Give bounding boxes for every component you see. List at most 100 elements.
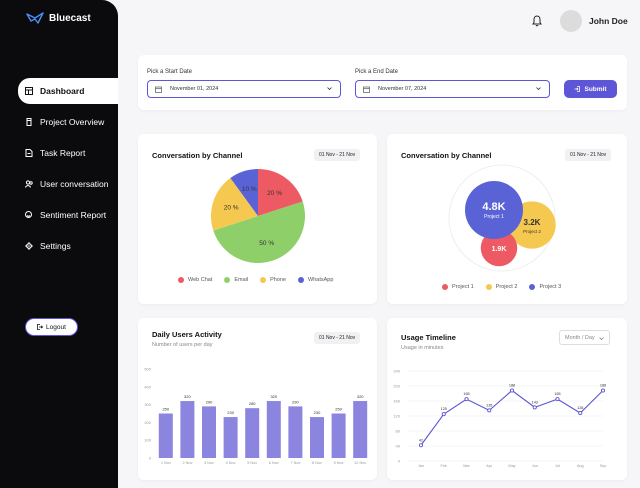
submit-button[interactable]: Submit	[564, 80, 617, 98]
bar[interactable]	[158, 413, 173, 459]
line-point[interactable]	[509, 388, 515, 393]
bar-value-label: 290	[292, 399, 299, 404]
pie-chart-card: Conversation by Channel 01 Nov - 21 Nov …	[138, 134, 377, 304]
bar[interactable]	[331, 413, 346, 459]
bar-value-label: 250	[162, 407, 169, 412]
line-point[interactable]	[555, 397, 560, 402]
line-point[interactable]	[600, 388, 606, 393]
bar-chart-card: Daily Users Activity Number of users per…	[138, 318, 377, 480]
x-tick-label: 10 Nov	[354, 461, 366, 465]
y-tick-label: 160	[393, 399, 400, 404]
sentiment-icon	[25, 211, 32, 218]
logout-icon	[37, 324, 44, 330]
brand-logo[interactable]: Bluecast	[26, 12, 91, 24]
bar-chart: 0 100 200 300 400 500 250 1 Nov 320 2 Nov 290 3 Nov…	[144, 367, 368, 465]
bar[interactable]	[353, 401, 368, 458]
bar[interactable]	[288, 406, 303, 458]
y-tick-label: 500	[144, 367, 151, 372]
end-date-label: Pick a End Date	[355, 69, 399, 75]
sidebar-item-label: Sentiment Report	[40, 210, 107, 220]
end-date-value: November 07, 2024	[378, 86, 427, 92]
point-value-label: 135	[486, 403, 492, 407]
x-tick-label: Apr	[486, 464, 493, 468]
bubble[interactable]	[480, 229, 518, 267]
pie-slice[interactable]	[213, 201, 305, 263]
sidebar-item-dashboard[interactable]: Dashboard	[18, 78, 118, 104]
line-point[interactable]	[487, 408, 492, 413]
logout-label: Logout	[46, 323, 66, 331]
login-arrow-icon	[574, 86, 581, 92]
line-point[interactable]	[464, 397, 469, 402]
y-tick-label: 0	[149, 456, 152, 461]
bar[interactable]	[180, 401, 195, 458]
bar-value-label: 280	[249, 401, 256, 406]
sidebar-item-sentiment-report[interactable]: Sentiment Report	[18, 202, 118, 228]
pie-slice-label: 10 %	[242, 186, 257, 193]
bar-value-label: 230	[314, 410, 321, 415]
date-range-badge[interactable]: 01 Nov - 21 Nov	[314, 149, 361, 161]
end-date-picker[interactable]: November 07, 2024	[355, 80, 550, 98]
line-point[interactable]	[418, 443, 424, 448]
date-range-badge[interactable]: 01 Nov - 21 Nov	[314, 332, 361, 344]
bar[interactable]	[310, 417, 324, 458]
line-point[interactable]	[578, 410, 583, 416]
pie-slice[interactable]	[211, 177, 258, 231]
x-tick-label: 1 Nov	[161, 461, 171, 465]
sidebar-item-project-overview[interactable]: Project Overview	[18, 109, 118, 135]
start-date-picker[interactable]: November 01, 2024	[147, 80, 341, 98]
sidebar-item-task-report[interactable]: Task Report	[18, 140, 118, 166]
pie-slice[interactable]	[230, 169, 258, 216]
legend-item: WhatsApp	[298, 277, 333, 283]
bubble[interactable]	[465, 181, 523, 239]
point-value-label: 165	[463, 392, 469, 396]
date-filter-card: Pick a Start Date November 01, 2024 Pick…	[138, 55, 627, 110]
x-tick-label: Mar	[463, 464, 470, 468]
pie-chart: 20 % 50 % 20 % 10 %	[211, 169, 305, 263]
x-tick-label: Feb	[440, 464, 447, 468]
x-tick-label: 8 Nov	[312, 461, 322, 465]
legend-label: Phone	[270, 277, 287, 283]
x-tick-label: Jun	[532, 464, 538, 468]
bar-value-label: 290	[206, 399, 213, 404]
y-tick-label: 300	[144, 402, 151, 407]
gear-icon	[25, 242, 33, 250]
bell-icon[interactable]	[531, 15, 543, 27]
start-date-value: November 01, 2024	[170, 86, 219, 92]
x-tick-label: Jan	[418, 464, 424, 468]
y-tick-label: 400	[144, 384, 151, 389]
legend-label: WhatsApp	[308, 277, 334, 283]
card-title: Conversation by Channel	[401, 151, 492, 160]
bar[interactable]	[223, 417, 238, 458]
period-select[interactable]: Month / Day	[559, 330, 610, 345]
period-select-value: Month / Day	[565, 334, 595, 341]
x-tick-label: May	[508, 464, 515, 468]
sidebar-item-user-conversation[interactable]: User conversation	[18, 171, 118, 197]
line-point[interactable]	[532, 405, 537, 410]
pie-slice[interactable]	[258, 169, 303, 216]
bird-logo-icon	[26, 12, 44, 24]
bubble-value: 4.8K	[482, 201, 505, 213]
date-range-badge[interactable]: 01 Nov - 21 Nov	[565, 149, 612, 161]
x-tick-label: 2 Nov	[182, 461, 192, 465]
avatar[interactable]	[560, 10, 582, 32]
chevron-down-icon	[599, 337, 604, 341]
y-tick-label: 80	[396, 429, 401, 434]
bar[interactable]	[245, 408, 260, 458]
logout-button[interactable]: Logout	[25, 318, 78, 336]
card-title: Usage Timeline	[401, 333, 456, 342]
legend-item: Web Chat	[178, 277, 212, 283]
sidebar-item-settings[interactable]: Settings	[18, 233, 118, 259]
point-value-label: 42	[419, 438, 423, 442]
sidebar-item-label: Settings	[40, 241, 71, 251]
bar[interactable]	[202, 406, 216, 458]
line-point[interactable]	[441, 412, 446, 417]
legend-item: Email	[224, 277, 248, 283]
chevron-down-icon	[327, 87, 332, 91]
sidebar-item-label: User conversation	[40, 179, 109, 189]
card-title: Daily Users Activity	[152, 330, 222, 339]
bar[interactable]	[266, 401, 281, 458]
card-title: Conversation by Channel	[152, 151, 243, 160]
x-tick-label: 7 Nov	[290, 461, 300, 465]
user-name[interactable]: John Doe	[589, 16, 628, 26]
point-value-label: 125	[441, 407, 447, 411]
